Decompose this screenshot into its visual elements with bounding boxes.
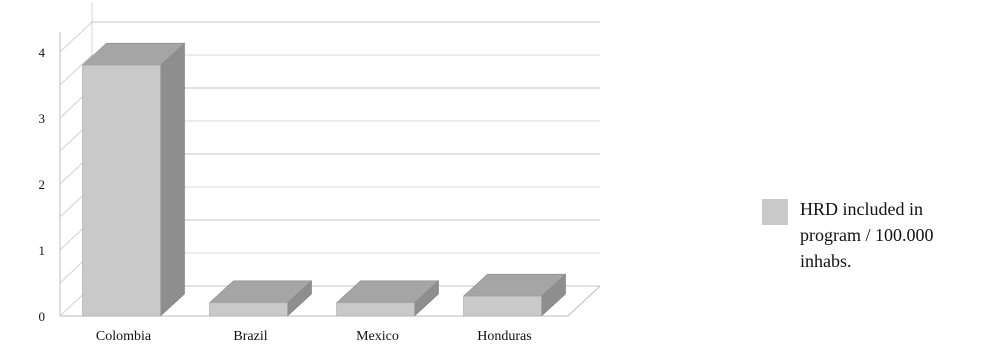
legend-label: HRD included in program / 100.000 inhabs… [800,199,934,271]
x-tick-label: Colombia [96,329,152,344]
bar [82,64,161,317]
x-tick-label: Honduras [477,329,531,344]
legend: HRD included in program / 100.000 inhabs… [762,196,1000,274]
y-tick-label: 2 [39,177,46,192]
y-tick-label: 1 [39,243,46,258]
floor-right-edge [567,285,601,317]
y-tick-label: 3 [39,111,46,126]
y-tick-label: 0 [39,309,46,324]
x-tick-label: Brazil [233,329,267,344]
legend-swatch [762,199,788,225]
y-tick-label: 4 [39,45,46,60]
side-wall-gridline [59,54,93,86]
side-wall-gridline [59,21,93,53]
bar [463,295,542,317]
bar [209,302,288,317]
bar [336,302,415,317]
x-tick-label: Mexico [356,329,399,344]
bar-side [160,42,185,317]
